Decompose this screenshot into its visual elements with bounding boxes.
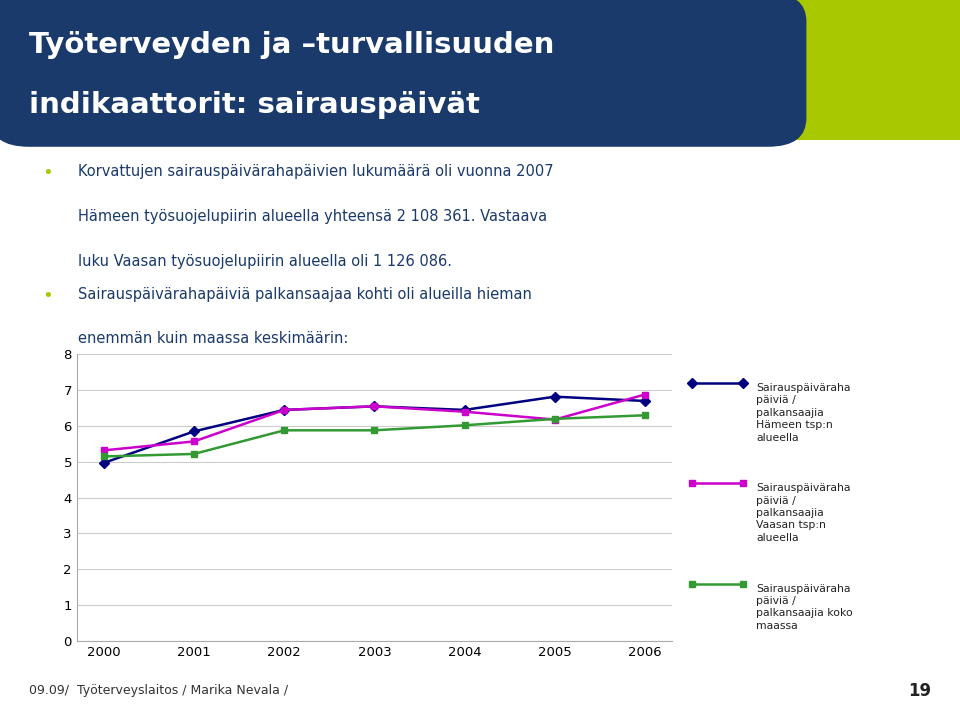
Text: indikaattorit: sairauspäivät: indikaattorit: sairauspäivät xyxy=(29,91,480,119)
Sairauspäiväraha
päiviä /
palkansaajia koko
maassa xyxy=(459,421,470,430)
Text: •: • xyxy=(42,286,53,304)
Text: luku Vaasan työsuojelupiirin alueella oli 1 126 086.: luku Vaasan työsuojelupiirin alueella ol… xyxy=(79,254,452,269)
Text: Työterveyden ja –turvallisuuden: Työterveyden ja –turvallisuuden xyxy=(29,31,554,59)
Text: Sairauspäiväraha
päiviä /
palkansaajia
Hämeen tsp:n
alueella: Sairauspäiväraha päiviä / palkansaajia H… xyxy=(756,383,851,442)
Text: Hämeen työsuojelupiirin alueella yhteensä 2 108 361. Vastaava: Hämeen työsuojelupiirin alueella yhteens… xyxy=(79,209,547,224)
Sairauspäiväraha
päiviä /
palkansaajia koko
maassa xyxy=(369,426,380,435)
Sairauspäiväraha
päiviä /
palkansaajia koko
maassa xyxy=(278,426,290,435)
Sairauspäiväraha
päiviä /
palkansaajia
Vaasan tsp:n
alueella xyxy=(278,405,290,414)
Line: Sairauspäiväraha
päiviä /
palkansaajia
Vaasan tsp:n
alueella: Sairauspäiväraha päiviä / palkansaajia V… xyxy=(101,391,648,454)
Text: enemmän kuin maassa keskimäärin:: enemmän kuin maassa keskimäärin: xyxy=(79,332,348,347)
Text: Sairauspäiväraha
päiviä /
palkansaajia
Vaasan tsp:n
alueella: Sairauspäiväraha päiviä / palkansaajia V… xyxy=(756,483,851,543)
Sairauspäiväraha
päiviä /
palkansaajia koko
maassa xyxy=(98,453,109,461)
Text: •: • xyxy=(42,164,53,182)
Sairauspäiväraha
päiviä /
palkansaajia
Hämeen tsp:n
alueella xyxy=(278,405,290,414)
Sairauspäiväraha
päiviä /
palkansaajia
Vaasan tsp:n
alueella xyxy=(459,407,470,416)
Line: Sairauspäiväraha
päiviä /
palkansaajia
Hämeen tsp:n
alueella: Sairauspäiväraha päiviä / palkansaajia H… xyxy=(101,393,648,466)
Text: Sairauspäivärahapäiviä palkansaajaa kohti oli alueilla hieman: Sairauspäivärahapäiviä palkansaajaa koht… xyxy=(79,286,532,301)
Sairauspäiväraha
päiviä /
palkansaajia koko
maassa xyxy=(549,415,561,423)
Line: Sairauspäiväraha
päiviä /
palkansaajia koko
maassa: Sairauspäiväraha päiviä / palkansaajia k… xyxy=(101,412,648,460)
Sairauspäiväraha
päiviä /
palkansaajia
Vaasan tsp:n
alueella xyxy=(98,446,109,455)
Sairauspäiväraha
päiviä /
palkansaajia
Hämeen tsp:n
alueella xyxy=(639,397,651,405)
Text: Korvattujen sairauspäivärahapäivien lukumäärä oli vuonna 2007: Korvattujen sairauspäivärahapäivien luku… xyxy=(79,164,554,179)
Sairauspäiväraha
päiviä /
palkansaajia
Hämeen tsp:n
alueella xyxy=(459,405,470,414)
Text: 19: 19 xyxy=(908,682,931,700)
Sairauspäiväraha
päiviä /
palkansaajia
Vaasan tsp:n
alueella xyxy=(549,415,561,424)
Sairauspäiväraha
päiviä /
palkansaajia
Hämeen tsp:n
alueella xyxy=(188,427,200,435)
Text: 09.09/  Työterveyslaitos / Marika Nevala /: 09.09/ Työterveyslaitos / Marika Nevala … xyxy=(29,684,288,697)
Sairauspäiväraha
päiviä /
palkansaajia koko
maassa xyxy=(639,411,651,420)
Sairauspäiväraha
päiviä /
palkansaajia
Vaasan tsp:n
alueella xyxy=(369,402,380,411)
Sairauspäiväraha
päiviä /
palkansaajia
Hämeen tsp:n
alueella xyxy=(549,392,561,401)
Sairauspäiväraha
päiviä /
palkansaajia koko
maassa xyxy=(188,450,200,458)
Text: Sairauspäiväraha
päiviä /
palkansaajia koko
maassa: Sairauspäiväraha päiviä / palkansaajia k… xyxy=(756,584,853,631)
Sairauspäiväraha
päiviä /
palkansaajia
Vaasan tsp:n
alueella xyxy=(639,390,651,399)
Sairauspäiväraha
päiviä /
palkansaajia
Vaasan tsp:n
alueella xyxy=(188,437,200,445)
Sairauspäiväraha
päiviä /
palkansaajia
Hämeen tsp:n
alueella xyxy=(369,402,380,411)
Sairauspäiväraha
päiviä /
palkansaajia
Hämeen tsp:n
alueella xyxy=(98,459,109,468)
